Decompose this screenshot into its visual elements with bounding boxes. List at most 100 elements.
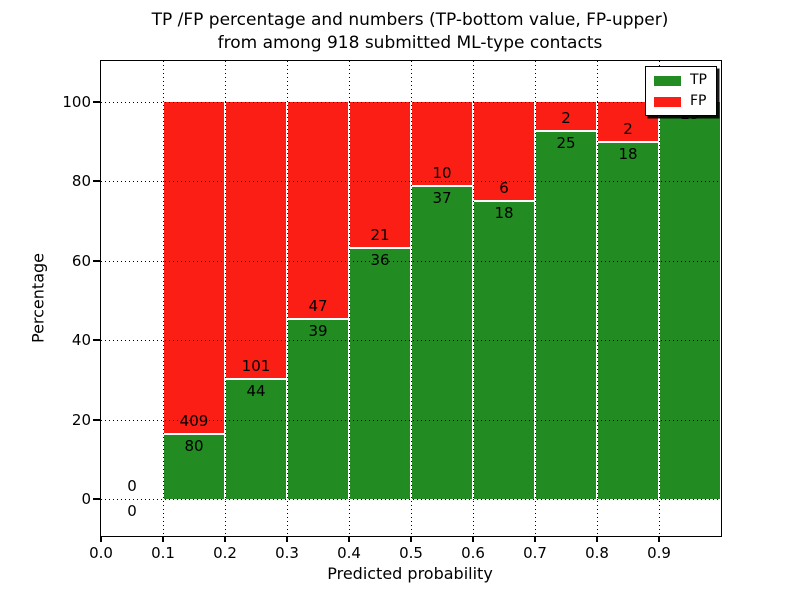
bar-fp-segment — [536, 102, 596, 132]
gridline-vertical — [597, 61, 598, 536]
y-tick — [93, 498, 100, 500]
chart-title-line2: from among 918 submitted ML-type contact… — [217, 33, 603, 53]
x-tick — [534, 536, 536, 542]
legend-item-tp: TP — [654, 73, 707, 88]
gridline-horizontal — [101, 340, 721, 342]
x-tick — [348, 536, 350, 542]
bar-label-fp: 101 — [241, 356, 271, 375]
gridline-vertical — [287, 61, 288, 536]
bar-label-fp: 6 — [499, 179, 509, 198]
x-tick-label: 0.1 — [151, 544, 175, 562]
bar-tp-segment — [598, 141, 658, 499]
bar-segment-separator — [536, 130, 596, 133]
y-tick-label: 40 — [71, 331, 91, 350]
y-tick — [93, 180, 100, 183]
bar-fp-segment — [288, 102, 348, 319]
fp-color-swatch — [654, 96, 681, 107]
legend-label-fp: FP — [690, 93, 707, 109]
bar-label-tp: 36 — [370, 251, 390, 270]
bar-segment-separator — [164, 433, 224, 436]
bar-label-fp: 0 — [127, 477, 137, 495]
plot-area: 0 20 40 60 80 100 0.0 0.1 0.2 0.3 0.4 0.5 0.6 0.7 0.8 0… — [62, 60, 722, 562]
bar-tp-segment — [226, 378, 286, 499]
bar-label-tp: 44 — [246, 381, 266, 400]
x-tick-label: 0.7 — [523, 544, 547, 562]
y-tick — [93, 259, 100, 262]
bar-label-tp: 18 — [494, 204, 514, 223]
bar-label-tp: 18 — [618, 144, 638, 163]
y-tick-label: 60 — [71, 251, 91, 270]
bar-tp-segment — [536, 131, 596, 499]
bar-label-tp: 37 — [432, 189, 452, 208]
gridline-vertical — [535, 61, 536, 536]
bar-segment-separator — [474, 200, 534, 203]
gridline-horizontal — [101, 499, 721, 500]
legend-label-tp: TP — [690, 72, 707, 88]
y-axis-label: Percentage — [28, 252, 48, 344]
bar-label-tp: 0 — [127, 502, 137, 520]
chart-title: TP /FP percentage and numbers (TP-bottom… — [100, 9, 720, 55]
bar-tp-segment — [660, 102, 720, 499]
bar-label-tp: 39 — [308, 321, 328, 340]
y-tick-label: 80 — [71, 172, 91, 191]
bar-label-fp: 10 — [432, 164, 452, 183]
bar-label-fp: 2 — [561, 109, 571, 128]
gridline-vertical — [473, 61, 474, 536]
legend: TP FP — [645, 66, 717, 116]
gridline-vertical — [659, 61, 660, 536]
y-tick-label: 100 — [62, 93, 91, 111]
tp-color-swatch — [654, 75, 681, 86]
x-tick-label: 0.2 — [213, 544, 237, 562]
x-tick — [658, 536, 660, 542]
bar-segment-separator — [226, 377, 286, 380]
x-tick-label: 0.6 — [461, 544, 485, 562]
bar-fp-segment — [350, 102, 410, 249]
x-tick-label: 0.8 — [585, 544, 609, 562]
gridline-horizontal — [101, 260, 721, 262]
bar-tp-segment — [474, 201, 534, 499]
bar-label-fp: 2 — [623, 119, 633, 138]
x-tick-label: 0.9 — [647, 544, 671, 562]
x-tick — [472, 536, 474, 542]
gridline-horizontal — [101, 102, 721, 103]
bar-fp-segment — [164, 102, 224, 435]
legend-item-fp: FP — [654, 94, 707, 109]
bar-label-fp: 21 — [370, 226, 390, 245]
gridline-vertical — [163, 61, 164, 536]
bar-tp-segment — [350, 248, 410, 499]
x-tick-label: 0.5 — [399, 544, 423, 562]
bar-label-fp: 47 — [308, 296, 328, 315]
bar-label-tp: 80 — [184, 437, 204, 456]
bar-fp-segment — [412, 102, 472, 187]
y-tick-label: 20 — [71, 410, 91, 429]
y-tick — [93, 101, 100, 103]
bar-segment-separator — [412, 185, 472, 188]
bar-tp-segment — [164, 434, 224, 499]
x-tick-label: 0.4 — [337, 544, 361, 562]
bar-label-fp: 409 — [179, 412, 209, 431]
gridline-horizontal — [101, 419, 721, 421]
x-tick — [100, 536, 102, 542]
y-tick — [93, 418, 100, 421]
bar-segment-separator — [598, 140, 658, 143]
x-tick — [410, 536, 412, 542]
y-tick — [93, 339, 100, 342]
y-tick-label: 0 — [81, 490, 91, 508]
gridline-horizontal — [101, 181, 721, 183]
gridline-vertical — [411, 61, 412, 536]
bar-tp-segment — [412, 186, 472, 499]
x-tick — [286, 536, 288, 542]
gridline-vertical — [349, 61, 350, 536]
chart-title-line1: TP /FP percentage and numbers (TP-bottom… — [151, 10, 669, 30]
bar-label-tp: 25 — [556, 134, 576, 153]
x-tick — [162, 536, 164, 542]
bar-segment-separator — [288, 317, 348, 320]
gridline-vertical — [225, 61, 226, 536]
x-tick-label: 0.0 — [89, 544, 113, 562]
x-tick — [596, 536, 598, 542]
x-tick — [224, 536, 226, 542]
x-axis-label: Predicted probability — [327, 564, 493, 583]
bar-fp-segment — [226, 102, 286, 379]
x-tick-label: 0.3 — [275, 544, 299, 562]
